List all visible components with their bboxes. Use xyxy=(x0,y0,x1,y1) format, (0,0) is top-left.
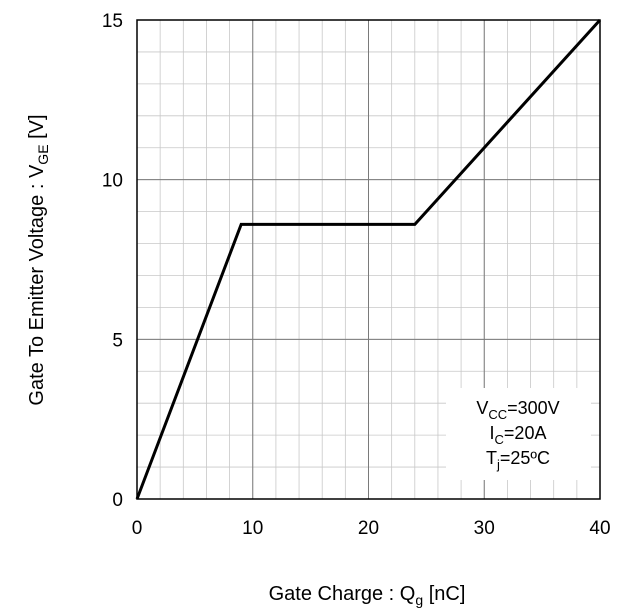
annotation-line: VCC=300V xyxy=(476,398,559,422)
x-axis-title: Gate Charge : Qg [nC] xyxy=(269,583,466,608)
x-tick-label: 30 xyxy=(474,518,495,539)
y-tick-label: 10 xyxy=(102,171,123,192)
annotation-line: IC=20A xyxy=(490,423,547,447)
x-tick-label: 40 xyxy=(589,518,610,539)
x-tick-label: 20 xyxy=(358,518,379,539)
y-tick-label: 5 xyxy=(112,330,123,351)
series-layer xyxy=(135,18,602,500)
plot-frame xyxy=(136,19,601,500)
annotation-line: Tj=25ºC xyxy=(486,448,550,472)
x-tick-label: 0 xyxy=(132,518,143,539)
y-axis-title: Gate To Emitter Voltage : VGE [V] xyxy=(26,114,51,405)
y-tick-labels: 0 5 10 15 xyxy=(102,11,123,511)
x-tick-labels: 0 10 20 30 40 xyxy=(132,518,611,539)
y-tick-label: 0 xyxy=(112,490,123,511)
series-line xyxy=(135,18,602,500)
annotation-box xyxy=(446,388,591,480)
x-tick-label: 10 xyxy=(242,518,263,539)
y-tick-label: 15 xyxy=(102,11,123,32)
